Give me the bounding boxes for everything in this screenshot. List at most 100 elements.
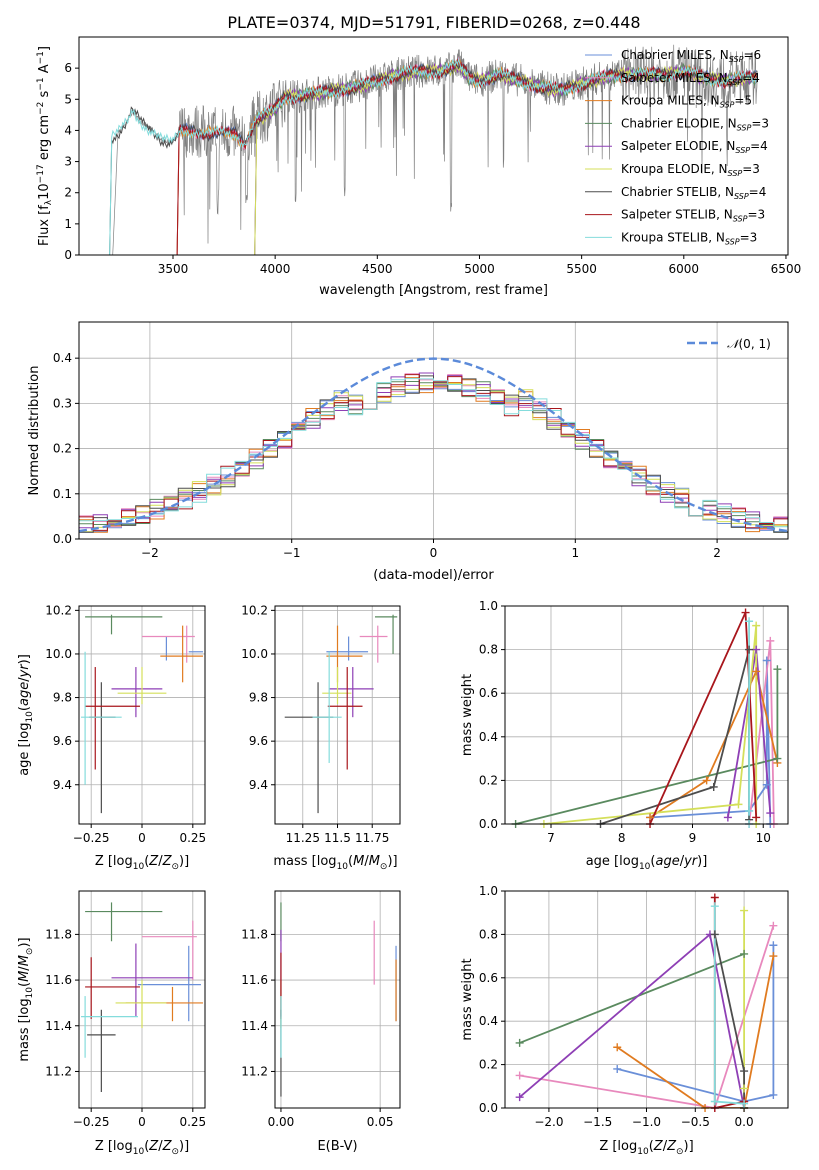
x-tick-label: 11.25 (286, 831, 320, 845)
weight-marker-chabrier-stelib (745, 645, 754, 654)
legend-label: Kroupa STELIB, NSSP=3 (621, 230, 757, 246)
x-tick-label: 0.00 (268, 1115, 295, 1129)
weight-marker-kroupa-stelib (740, 1099, 749, 1108)
plot-area-mass-vs-Z (79, 891, 205, 1108)
x-tick-label: 0 (138, 831, 146, 845)
x-tick-label: 4000 (260, 262, 291, 276)
weight-line-salpeter-miles (519, 925, 775, 1108)
legend-label: Salpeter ELODIE, NSSP=4 (621, 139, 768, 155)
weight-marker-kroupa-stelib (745, 617, 754, 626)
weight-marker-chabrier-miles (613, 1064, 622, 1073)
weight-marker-kroupa-elodie (734, 800, 743, 809)
y-tick-label: 11.6 (45, 973, 72, 987)
y-tick-label: 0.0 (479, 817, 498, 831)
weight-marker-salpeter-stelib (710, 893, 719, 902)
figure-title: PLATE=0374, MJD=51791, FIBERID=0268, z=0… (227, 13, 640, 32)
weight-marker-chabrier-stelib (710, 930, 719, 939)
legend-label: Kroupa MILES, NSSP=5 (621, 94, 752, 110)
y-tick-label: 0.3 (53, 396, 72, 410)
weight-marker-salpeter-stelib (752, 813, 761, 822)
x-tick-label: 1 (571, 546, 579, 560)
plot-area-age-vs-Z (79, 606, 205, 824)
x-tick-label: −0.25 (73, 831, 110, 845)
y-tick-label: 9.4 (249, 778, 268, 792)
y-tick-label: 0.6 (479, 971, 498, 985)
y-tick-label: 0.0 (53, 532, 72, 546)
weight-marker-kroupa-miles (752, 667, 761, 676)
y-tick-label: 11.2 (45, 1064, 72, 1078)
weight-marker-salpeter-miles (769, 921, 778, 930)
axes-mass-vs-ebv: 0.00 0.05 11.2 11.4 11.6 11.8 E(B-V) (241, 890, 401, 1154)
y-tick-label: 10.0 (241, 647, 268, 661)
plot-area-age-vs-mass (275, 606, 400, 824)
y-tick-label: 1 (64, 217, 72, 231)
y-tick-label: 10.2 (241, 603, 268, 617)
x-tick-label: 4500 (362, 262, 393, 276)
y-axis-label: mass weight (460, 674, 475, 756)
x-tick-label: −1 (283, 546, 301, 560)
plot-area-mass-weight-vs-Z (505, 891, 788, 1108)
y-tick-label: 0.4 (479, 1014, 498, 1028)
weight-marker-kroupa-elodie (740, 1084, 749, 1093)
plot-area-mass-vs-ebv (275, 891, 400, 1108)
y-tick-label: 9.8 (249, 691, 268, 705)
axes-mass-vs-Z: −0.25 0 0.25 11.2 11.4 11.6 11.8 Z [log10(Z/Z⊙)… (17, 890, 206, 1157)
weight-marker-salpeter-miles (515, 1071, 524, 1080)
y-tick-label: 11.8 (241, 927, 268, 941)
weight-marker-chabrier-elodie (515, 1038, 524, 1047)
legend-label: Salpeter MILES, NSSP=4 (621, 71, 760, 87)
y-axis-label: Normed distribution (27, 366, 42, 496)
weight-marker-salpeter-elodie (752, 645, 761, 654)
x-tick-label: 2 (713, 546, 721, 560)
x-tick-label: 7 (547, 831, 555, 845)
y-tick-label: 0.2 (479, 773, 498, 787)
x-tick-label: −2.0 (534, 1115, 563, 1129)
axes-frame (504, 890, 789, 1109)
x-tick-label: 9 (689, 831, 697, 845)
weight-marker-chabrier-miles (762, 656, 771, 665)
gaussian-curve (79, 357, 788, 533)
y-tick-label: 3 (64, 155, 72, 169)
x-axis-label: wavelength [Angstrom, rest frame] (319, 283, 548, 298)
y-tick-label: 9.8 (53, 691, 72, 705)
legend-label: Chabrier ELODIE, NSSP=3 (621, 116, 769, 132)
y-tick-label: 9.6 (53, 734, 72, 748)
axes-spectrum: 3500 4000 4500 5000 5500 6000 6500 0 1 2 3 4 5 6 Flux … (36, 36, 801, 298)
y-tick-label: 0.1 (53, 487, 72, 501)
y-tick-label: 11.8 (45, 927, 72, 941)
plot-area-mass-weight-vs-age (505, 606, 788, 824)
x-tick-label: 0.25 (179, 1115, 206, 1129)
weight-line-kroupa-elodie (543, 625, 758, 824)
y-tick-label: 5 (64, 92, 72, 106)
x-tick-label: 0 (430, 546, 438, 560)
x-tick-label: 5500 (566, 262, 597, 276)
legend-label: Chabrier STELIB, NSSP=4 (621, 185, 766, 201)
weight-marker-kroupa-miles (702, 776, 711, 785)
axes-frame (274, 605, 401, 825)
weight-marker-chabrier-stelib (740, 1067, 749, 1076)
y-tick-label: 0.2 (479, 1058, 498, 1072)
x-axis-label: age [log10(age/yr)] (586, 854, 708, 872)
x-tick-label: −2 (141, 546, 159, 560)
x-tick-label: −0.25 (73, 1115, 110, 1129)
axes-frame (504, 605, 789, 825)
y-axis-label: Flux [fλ10−17 erg cm−2 s−1 A−1] (36, 46, 54, 246)
y-tick-label: 11.2 (241, 1064, 268, 1078)
axes-mass-weight-vs-age: 7 8 9 10 0.0 0.2 0.4 0.6 0.8 1.0 mass weight age [l… (460, 599, 789, 872)
y-tick-label: 9.4 (53, 778, 72, 792)
y-tick-label: 0.4 (479, 730, 498, 744)
axes-frame (274, 890, 401, 1109)
y-tick-label: 0.4 (53, 351, 72, 365)
weight-marker-salpeter-elodie (766, 809, 775, 818)
weight-marker-chabrier-elodie (740, 949, 749, 958)
x-tick-label: 11.5 (324, 831, 351, 845)
y-tick-label: 0.8 (479, 643, 498, 657)
y-axis-label: mass [log10(M/M⊙)] (17, 937, 35, 1061)
x-axis-label: Z [log10(Z/Z⊙)] (95, 1139, 189, 1157)
x-tick-label: 8 (618, 831, 626, 845)
x-tick-label: 3500 (158, 262, 189, 276)
weight-marker-chabrier-elodie (773, 754, 782, 763)
y-tick-label: 1.0 (479, 884, 498, 898)
y-tick-label: 10.0 (45, 647, 72, 661)
legend-label: Salpeter STELIB, NSSP=3 (621, 208, 765, 224)
